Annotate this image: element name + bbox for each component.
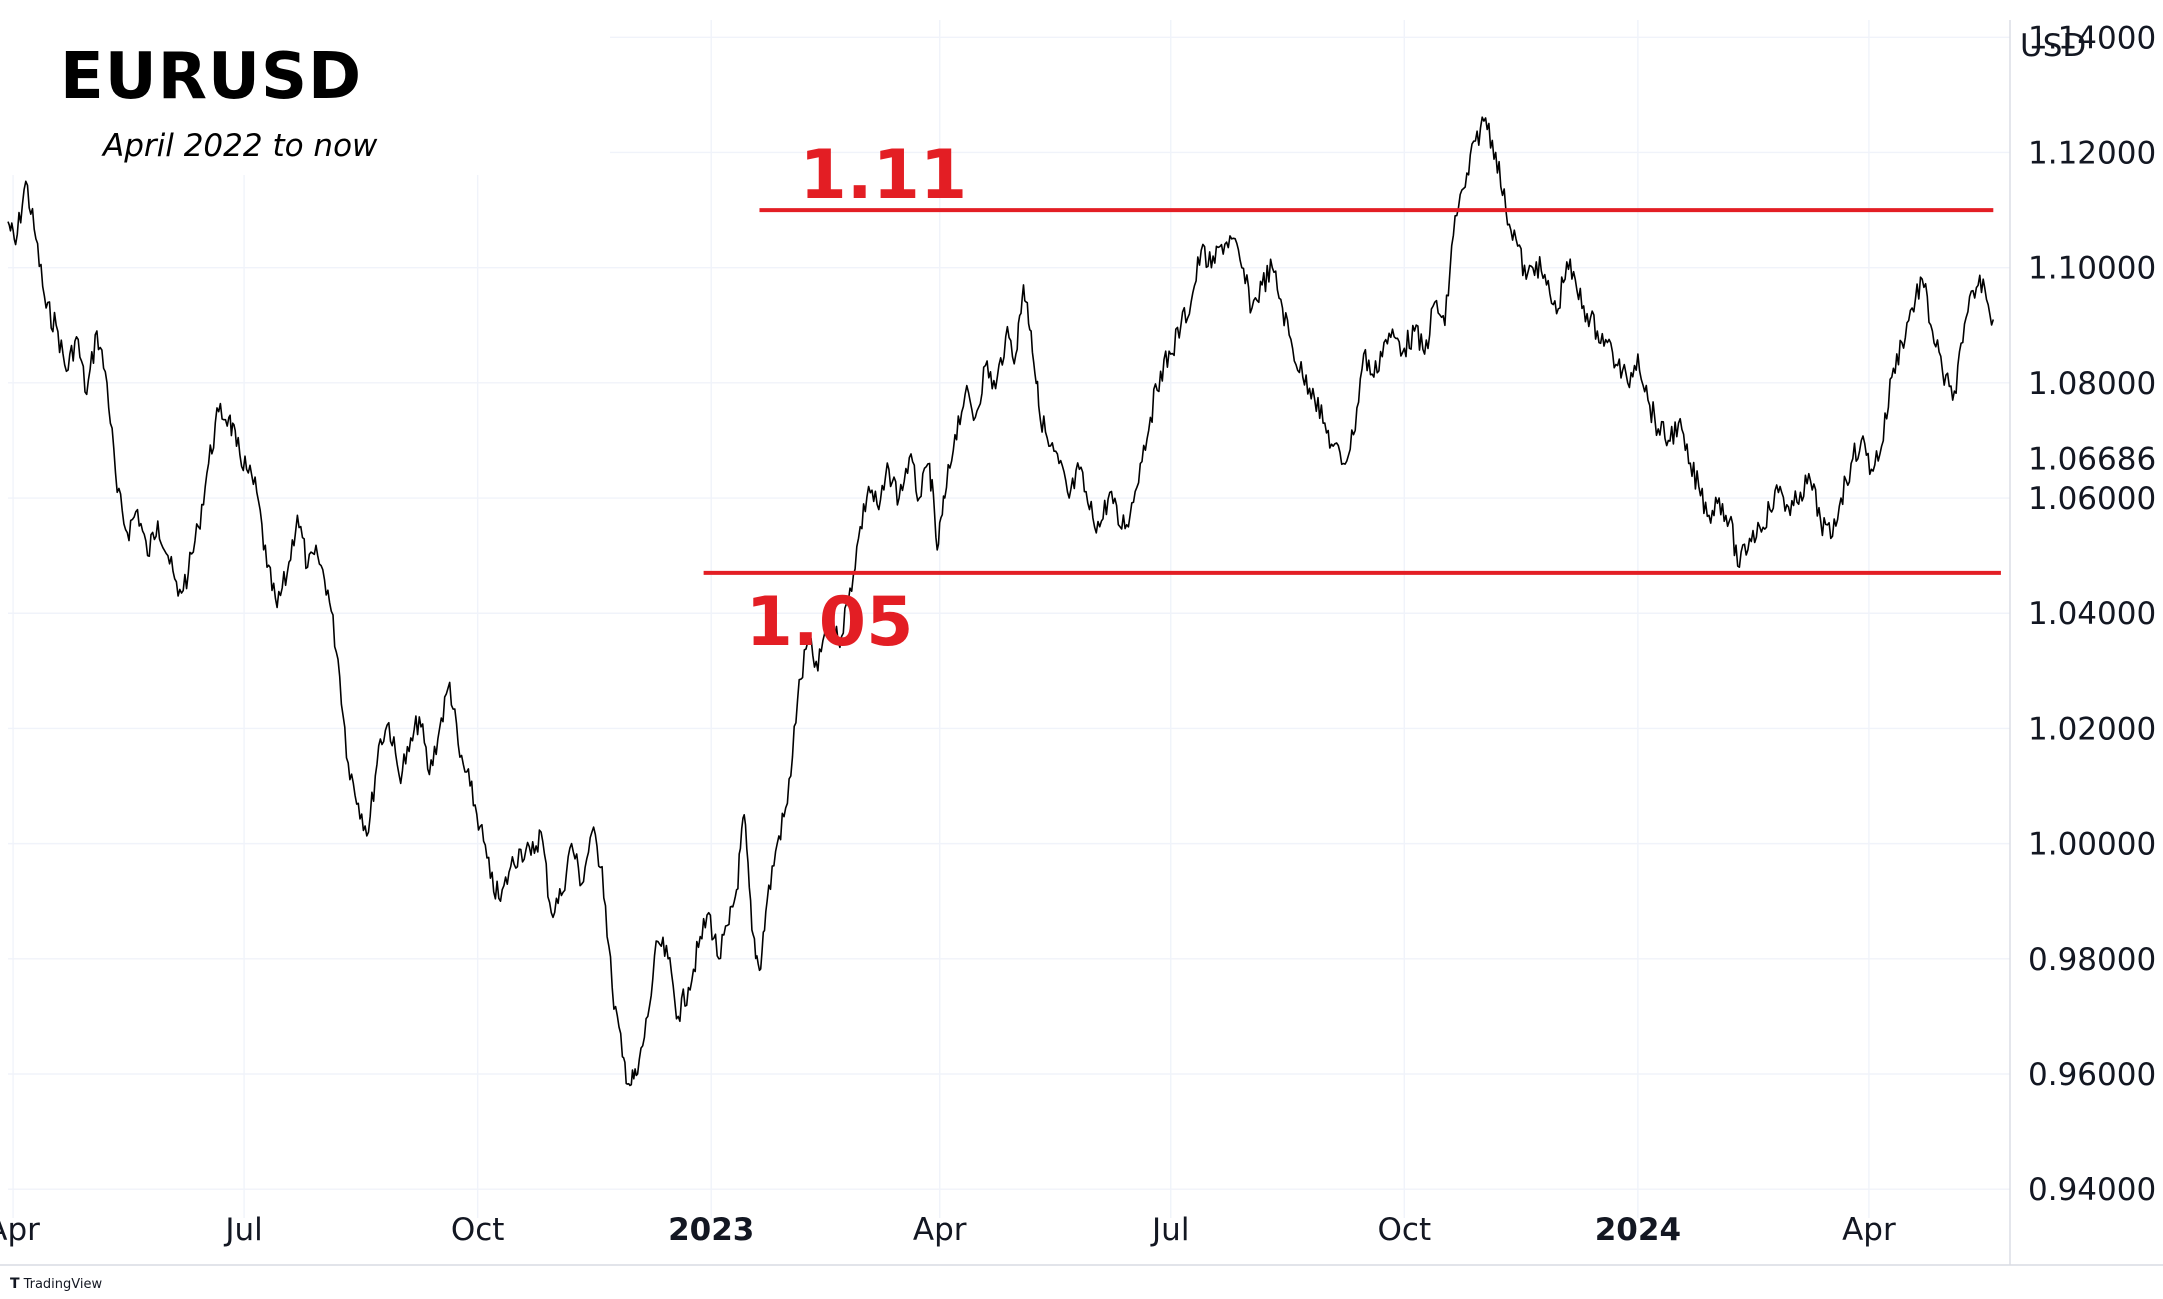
x-tick-label: Apr bbox=[913, 1212, 967, 1248]
currency-label: USD bbox=[2020, 28, 2086, 64]
y-tick-label: 1.10000 bbox=[2028, 251, 2156, 287]
y-tick-label: 0.94000 bbox=[2028, 1172, 2156, 1208]
y-tick-label: 1.04000 bbox=[2028, 596, 2156, 632]
x-tick-label: Jul bbox=[223, 1212, 262, 1248]
last-price-label: 1.06686 bbox=[2028, 442, 2156, 478]
price-layer bbox=[7, 116, 1995, 1087]
axis-layer: 1.14000 1.12000 1.10000 1.08000 1.06000 1.040… bbox=[0, 20, 2163, 1266]
x-tick-label: Oct bbox=[1378, 1212, 1432, 1248]
y-tick-label: 1.00000 bbox=[2028, 827, 2156, 863]
y-tick-label: 1.06000 bbox=[2028, 481, 2156, 517]
y-tick-label: 1.14000 bbox=[2028, 20, 2156, 56]
chart-subtitle: April 2022 to now bbox=[103, 128, 378, 164]
last-price-box bbox=[2014, 436, 2161, 481]
resistance-label: 1.11 bbox=[799, 136, 967, 215]
tradingview-branding[interactable]: 𝗧 TradingView bbox=[10, 1276, 102, 1292]
x-tick-label: Jul bbox=[1150, 1212, 1189, 1248]
y-tick-label: 0.98000 bbox=[2028, 942, 2156, 978]
x-tick-label: Oct bbox=[451, 1212, 505, 1248]
price-series-line bbox=[7, 116, 1995, 1087]
x-tick-label: Apr bbox=[0, 1212, 40, 1248]
y-tick-label: 1.08000 bbox=[2028, 366, 2156, 402]
grid-layer bbox=[8, 20, 2010, 1218]
chart-title: EURUSD bbox=[60, 40, 363, 114]
y-tick-label: 0.96000 bbox=[2028, 1057, 2156, 1093]
tradingview-logo-icon: 𝗧 bbox=[10, 1276, 20, 1292]
y-tick-label: 1.02000 bbox=[2028, 711, 2156, 747]
title-panel: EURUSD April 2022 to now bbox=[0, 0, 610, 175]
support-label: 1.05 bbox=[746, 583, 914, 662]
x-tick-label: 2023 bbox=[668, 1212, 754, 1248]
level-layer: 1.11 1.05 bbox=[703, 136, 2001, 662]
x-tick-label: 2024 bbox=[1595, 1212, 1681, 1248]
y-tick-label: 1.12000 bbox=[2028, 135, 2156, 171]
branding-text: TradingView bbox=[23, 1276, 103, 1292]
x-tick-label: Apr bbox=[1842, 1212, 1896, 1248]
